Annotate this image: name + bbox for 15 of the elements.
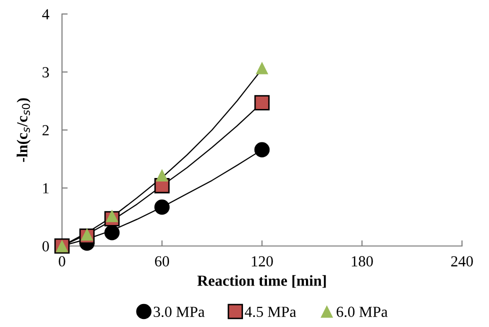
- x-tick-label: 240: [451, 256, 473, 266]
- legend-label: 3.0 MPa: [154, 306, 205, 318]
- y-tick-label: 1: [43, 183, 49, 194]
- legend-label: 6.0 MPa: [336, 306, 388, 318]
- x-tick-label: 120: [252, 256, 273, 266]
- y-tick-label: 3: [42, 67, 49, 78]
- x-tick-label: 60: [155, 256, 170, 266]
- y-tick-label: 4: [42, 9, 50, 20]
- x-axis-title: Reaction time [min]: [197, 275, 326, 288]
- legend-label: 4.5 MPa: [244, 306, 296, 318]
- x-tick-label: 0: [58, 256, 66, 266]
- y-tick-label: 0: [42, 241, 49, 252]
- y-tick-label: 2: [42, 125, 49, 136]
- y-axis-title: -ln(c$_{s}$/c$_{s0}$): [16, 98, 31, 162]
- x-tick-label: 180: [352, 256, 373, 266]
